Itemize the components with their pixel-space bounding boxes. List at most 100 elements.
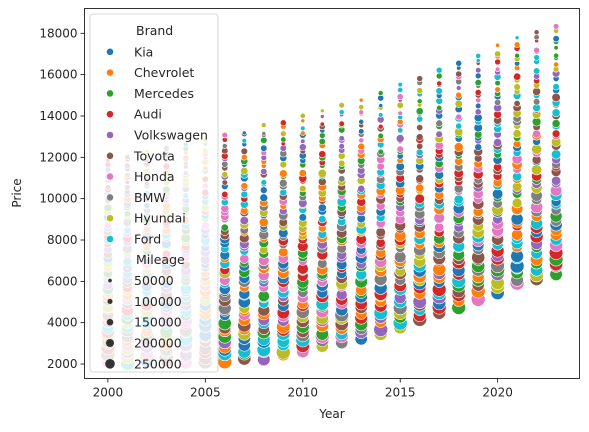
data-point	[511, 197, 523, 209]
data-point	[358, 137, 365, 144]
data-point	[280, 136, 287, 143]
data-point	[415, 148, 424, 157]
data-point	[474, 108, 482, 116]
data-point	[455, 113, 463, 121]
data-point	[494, 58, 501, 66]
data-point	[474, 143, 482, 151]
data-point	[317, 203, 327, 213]
legend-title-mileage: Mileage	[136, 252, 185, 267]
data-point	[455, 91, 463, 99]
data-point	[338, 120, 345, 127]
data-point	[533, 67, 541, 75]
y-axis-ticks: 2000 4000 6000 8000 10000 12000 14000 16000 1800…	[39, 26, 85, 371]
data-point	[394, 250, 407, 264]
x-tick-label: 2005	[190, 386, 221, 400]
data-point	[533, 29, 540, 36]
data-point	[377, 132, 384, 140]
data-point	[298, 169, 307, 178]
data-point	[319, 121, 325, 127]
data-point	[220, 223, 229, 232]
data-point	[338, 175, 346, 183]
data-point	[240, 147, 248, 155]
data-point	[551, 175, 562, 186]
data-point	[494, 50, 502, 58]
data-point	[397, 82, 403, 88]
data-point	[260, 186, 268, 194]
legend-marker-brand	[106, 214, 114, 223]
data-point	[415, 107, 424, 116]
data-point	[319, 108, 325, 114]
data-point	[221, 171, 229, 178]
data-point	[533, 46, 540, 54]
data-point	[416, 124, 424, 132]
data-point	[299, 184, 307, 193]
data-point	[377, 148, 384, 156]
data-point	[493, 138, 503, 148]
legend-label-size: 250000	[134, 356, 182, 371]
legend-marker-brand	[106, 110, 114, 119]
data-point	[377, 90, 384, 96]
data-point	[474, 72, 482, 80]
legend-label-brand: Honda	[134, 169, 175, 184]
data-point	[552, 83, 560, 91]
data-point	[551, 119, 561, 128]
data-point	[300, 118, 306, 124]
data-point	[455, 59, 463, 67]
legend-marker-brand	[106, 193, 114, 202]
x-tick-label: 2010	[287, 386, 318, 400]
y-tick-label: 4000	[47, 316, 78, 330]
data-point	[475, 53, 482, 59]
y-tick-label: 10000	[39, 192, 77, 206]
data-point	[240, 190, 249, 199]
data-point	[358, 118, 365, 125]
data-point	[378, 103, 384, 108]
data-point	[261, 122, 267, 128]
x-tick-label: 2015	[385, 386, 416, 400]
data-point	[338, 143, 345, 150]
x-tick-label: 2000	[93, 386, 124, 400]
y-tick-label: 18000	[39, 26, 77, 40]
data-point	[455, 122, 463, 130]
y-tick-label: 6000	[47, 274, 78, 288]
legend-label-size: 100000	[134, 294, 182, 309]
data-point	[415, 133, 424, 141]
data-point	[397, 87, 404, 93]
data-point	[416, 98, 423, 105]
legend-label-brand: Mercedes	[134, 86, 194, 101]
data-point	[494, 66, 501, 72]
data-point	[397, 127, 404, 134]
data-point	[474, 89, 482, 96]
data-point	[279, 169, 288, 178]
data-point	[416, 142, 424, 150]
data-point	[299, 112, 306, 119]
legend-marker-size	[107, 298, 113, 304]
legend: Brand Kia Chevrolet Mercedes Audi Volkswagen T…	[89, 13, 219, 373]
data-point	[300, 125, 306, 132]
data-point	[492, 188, 504, 200]
data-point	[434, 222, 445, 233]
y-tick-label: 12000	[39, 150, 77, 164]
data-point	[396, 145, 404, 153]
data-point	[416, 87, 424, 94]
data-point	[415, 183, 425, 193]
data-point	[338, 109, 345, 115]
data-point	[338, 135, 345, 142]
data-point	[300, 138, 306, 144]
legend-label-brand: Kia	[134, 44, 153, 59]
data-point	[513, 72, 522, 81]
y-axis-label: Price	[10, 178, 24, 207]
data-point	[414, 193, 425, 204]
legend-label-brand: BMW	[134, 190, 166, 205]
data-point	[532, 129, 541, 139]
data-point	[533, 34, 540, 41]
data-point	[260, 179, 268, 186]
data-point	[298, 213, 307, 222]
y-tick-label: 14000	[39, 109, 77, 123]
legend-marker-brand	[106, 172, 114, 181]
data-point	[551, 92, 561, 103]
data-point	[495, 42, 501, 48]
data-point	[475, 102, 482, 110]
data-point	[455, 70, 463, 78]
data-point	[221, 190, 229, 198]
data-point	[241, 138, 247, 144]
